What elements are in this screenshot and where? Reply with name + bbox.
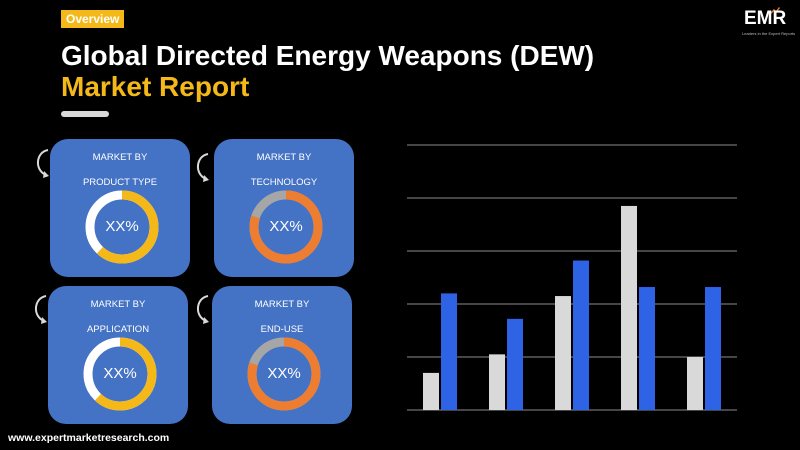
donut-value: XX% [269, 218, 303, 235]
swirl-arrow-icon [197, 295, 209, 324]
overview-badge: Overview [61, 10, 125, 28]
donut-arc [247, 337, 321, 411]
bar-chart [407, 144, 737, 411]
footer-url: www.expertmarketresearch.com [8, 432, 170, 444]
emr-logo: EMR Leaders in the Expert Reports [734, 6, 796, 40]
card-label-line1: MARKET BY [256, 152, 312, 163]
bar-series2-cat4 [639, 287, 655, 410]
bar-series2-cat1 [441, 293, 457, 410]
logo-arrow-icon [770, 7, 780, 14]
donut-ring [249, 190, 323, 264]
swirl-arrow-icon [197, 153, 209, 182]
logo-tagline: Leaders in the Expert Reports [742, 31, 796, 36]
donut-ring [83, 337, 157, 411]
donut-value: XX% [105, 218, 139, 235]
donut-arc [85, 190, 159, 264]
bar-series1-cat4 [621, 205, 637, 410]
market-card-technology: MARKET BY TECHNOLOGY XX% [214, 139, 354, 277]
bar-series1-cat2 [489, 354, 505, 410]
donut-value: XX% [103, 365, 137, 382]
title-underline-bar [61, 111, 109, 117]
logo-text: EMR [744, 8, 787, 29]
card-label-line2: END-USE [260, 324, 304, 335]
market-card-application: MARKET BY APPLICATION XX% [48, 286, 188, 424]
donut-arc [249, 190, 323, 264]
market-card-end-use: MARKET BY END-USE XX% [212, 286, 352, 424]
bar-series2-cat3 [573, 260, 589, 410]
bar-series1-cat3 [555, 296, 571, 410]
page-title-line2: Market Report [61, 71, 250, 102]
bar-series1-cat1 [423, 372, 439, 410]
card-label-line1: MARKET BY [254, 299, 310, 310]
card-label-line1: MARKET BY [92, 152, 148, 163]
bar-series2-cat2 [507, 318, 523, 410]
donut-ring [247, 337, 321, 411]
card-label-line2: APPLICATION [86, 324, 150, 335]
card-label-line2: PRODUCT TYPE [82, 177, 158, 188]
card-label-line1: MARKET BY [90, 299, 146, 310]
page-title-line1: Global Directed Energy Weapons (DEW) [61, 40, 595, 71]
donut-value: XX% [267, 365, 301, 382]
market-card-product-type: MARKET BY PRODUCT TYPE XX% [50, 139, 190, 277]
swirl-arrow-icon [35, 295, 47, 324]
donut-ring [85, 190, 159, 264]
donut-arc [83, 337, 157, 411]
card-label-line2: TECHNOLOGY [250, 177, 318, 188]
swirl-arrow-icon [37, 149, 49, 178]
bar-series2-cat5 [705, 287, 721, 410]
bar-series1-cat5 [687, 357, 703, 410]
